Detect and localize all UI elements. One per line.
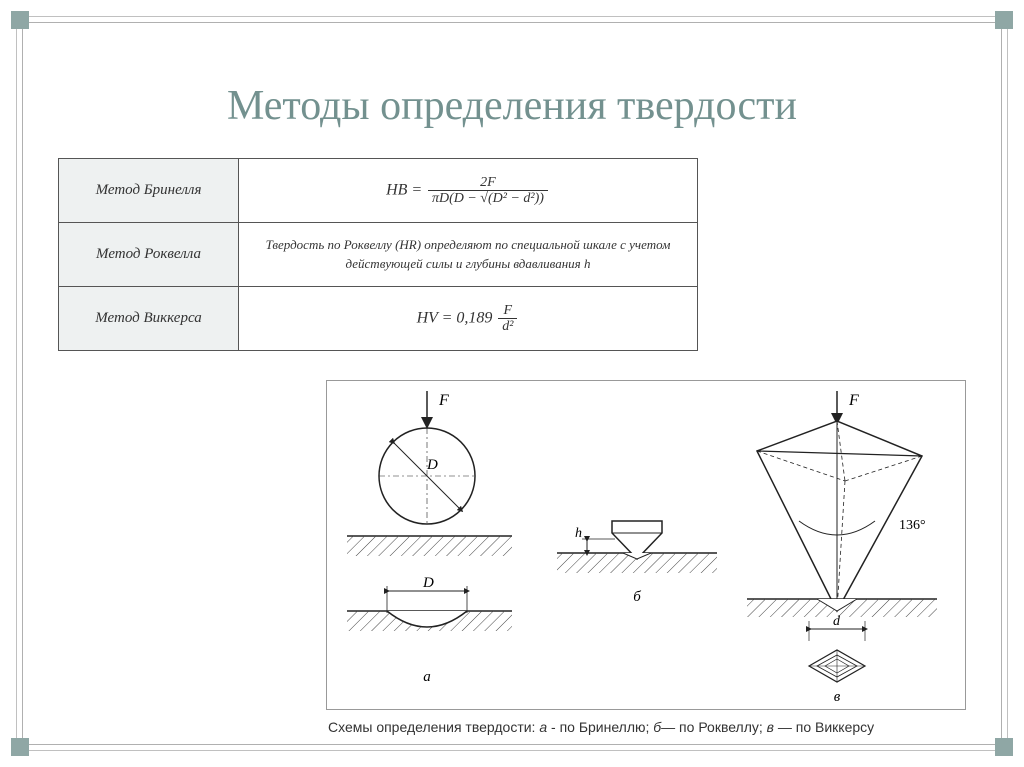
- formula-lhs: HV = 0,189: [417, 309, 493, 326]
- indent-diameter-label: D: [422, 575, 434, 591]
- method-label: Метод Роквелла: [59, 223, 239, 287]
- corner-decoration: [11, 11, 29, 29]
- numerator: F: [498, 303, 517, 319]
- caption-prefix: Схемы определения твердости:: [328, 719, 539, 735]
- vickers-schematic: F 136° d: [747, 391, 937, 705]
- diagonal-label: d: [833, 614, 841, 629]
- diameter-label: D: [426, 457, 438, 473]
- table-row: Метод Виккерса HV = 0,189 F d²: [59, 287, 698, 351]
- methods-table: Метод Бринелля HB = 2F πD(D − √(D² − d²)…: [58, 158, 698, 351]
- denominator: d²: [498, 319, 517, 334]
- caption-a-text: - по Бринеллю;: [547, 719, 653, 735]
- caption-a-label: а: [539, 719, 547, 735]
- caption-b-text: — по Роквеллу;: [661, 719, 767, 735]
- brinell-schematic: F D D а: [347, 391, 512, 685]
- method-description: Твердость по Роквеллу (HR) определяют по…: [239, 223, 698, 287]
- force-label: F: [848, 392, 859, 409]
- depth-label: h: [575, 526, 582, 541]
- subfigure-label: в: [834, 689, 841, 705]
- table-row: Метод Бринелля HB = 2F πD(D − √(D² − d²)…: [59, 159, 698, 223]
- subfigure-label: а: [423, 669, 431, 685]
- method-formula: HB = 2F πD(D − √(D² − d²)): [239, 159, 698, 223]
- force-label: F: [438, 392, 449, 409]
- subfigure-label: б: [633, 589, 641, 605]
- corner-decoration: [995, 738, 1013, 756]
- table-row: Метод Роквелла Твердость по Роквеллу (HR…: [59, 223, 698, 287]
- hardness-diagram: F D D а: [326, 380, 966, 710]
- rockwell-schematic: h б: [557, 521, 717, 605]
- rockwell-text: Твердость по Роквеллу (HR) определяют по…: [251, 236, 685, 272]
- fraction: F d²: [498, 303, 517, 335]
- angle-label: 136°: [899, 518, 926, 533]
- page-title: Методы определения твердости: [0, 82, 1024, 130]
- caption-c-label: в: [767, 719, 774, 735]
- numerator: 2F: [428, 175, 548, 191]
- corner-decoration: [11, 738, 29, 756]
- caption-b-label: б: [653, 719, 661, 735]
- method-label: Метод Виккерса: [59, 287, 239, 351]
- diagram-caption: Схемы определения твердости: а - по Брин…: [328, 718, 948, 736]
- method-formula: HV = 0,189 F d²: [239, 287, 698, 351]
- caption-c-text: — по Виккерсу: [774, 719, 874, 735]
- fraction: 2F πD(D − √(D² − d²)): [428, 175, 548, 207]
- method-label: Метод Бринелля: [59, 159, 239, 223]
- denominator: πD(D − √(D² − d²)): [428, 191, 548, 206]
- formula-lhs: HB =: [386, 181, 422, 198]
- corner-decoration: [995, 11, 1013, 29]
